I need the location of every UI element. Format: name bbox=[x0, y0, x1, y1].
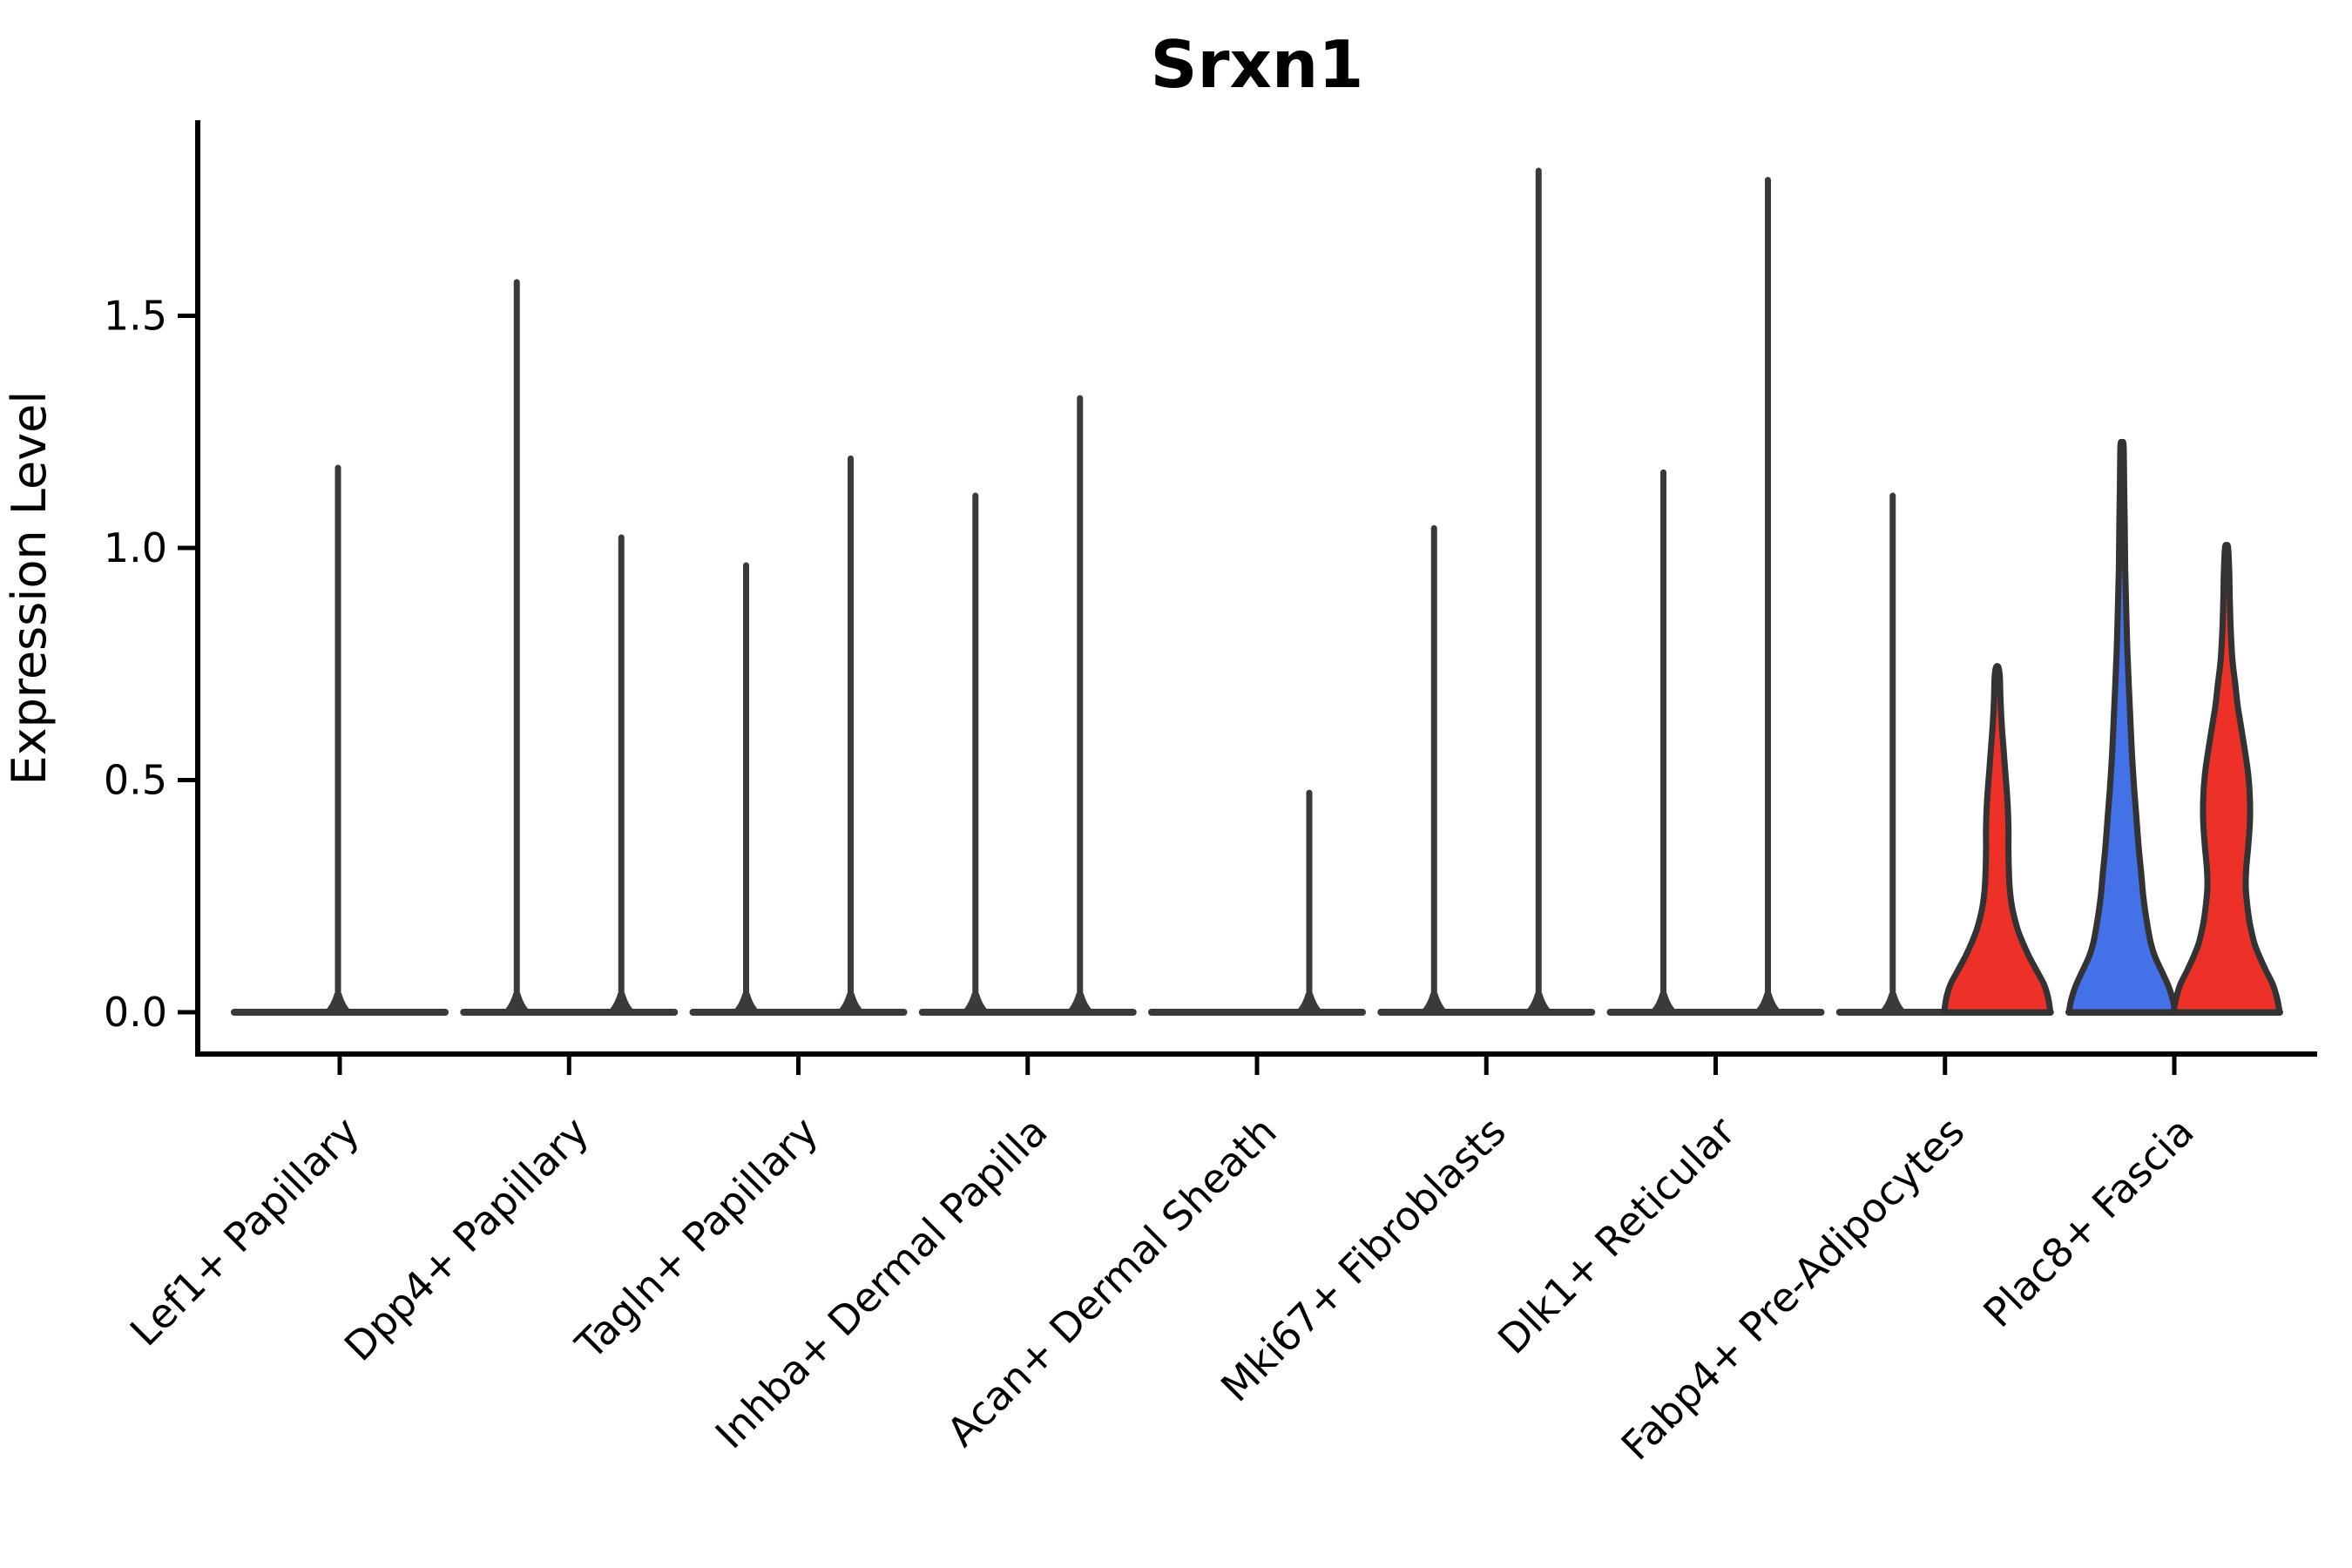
y-ticks: 0.0 0.5 1.0 1.5 bbox=[104, 293, 197, 1036]
violin-filled-blue bbox=[2065, 438, 2179, 1016]
x-tick-label: Lef1+ Papillary bbox=[121, 1108, 368, 1355]
violin-filled-red bbox=[2170, 542, 2283, 1016]
y-axis-label: Expression Level bbox=[2, 391, 57, 786]
violin-category bbox=[1377, 167, 1596, 1016]
x-tick-label: Dpp4+ Papillary bbox=[335, 1108, 598, 1370]
plot-title: Srxn1 bbox=[1151, 26, 1364, 103]
violin-category bbox=[1835, 492, 2054, 1016]
violin-category bbox=[918, 395, 1137, 1016]
violin-category bbox=[1148, 789, 1366, 1016]
x-tick-label: Tagln+ Papillary bbox=[566, 1108, 828, 1369]
violin-category bbox=[231, 464, 449, 1016]
violin-category bbox=[2065, 438, 2283, 1016]
violin-category bbox=[1606, 177, 1825, 1016]
violin-category bbox=[460, 279, 679, 1016]
y-tick-label: 1.5 bbox=[104, 293, 167, 340]
violin-filled-red bbox=[1941, 663, 2054, 1016]
violin-category bbox=[689, 455, 908, 1016]
x-tick-label: Dlk1+ Reticular bbox=[1489, 1108, 1744, 1363]
y-tick-label: 0.5 bbox=[104, 757, 167, 804]
violins bbox=[231, 167, 2283, 1016]
y-tick-label: 0.0 bbox=[104, 989, 167, 1036]
x-tick-label: Plac8+ Fascia bbox=[1974, 1108, 2202, 1336]
y-tick-label: 1.0 bbox=[104, 524, 167, 571]
